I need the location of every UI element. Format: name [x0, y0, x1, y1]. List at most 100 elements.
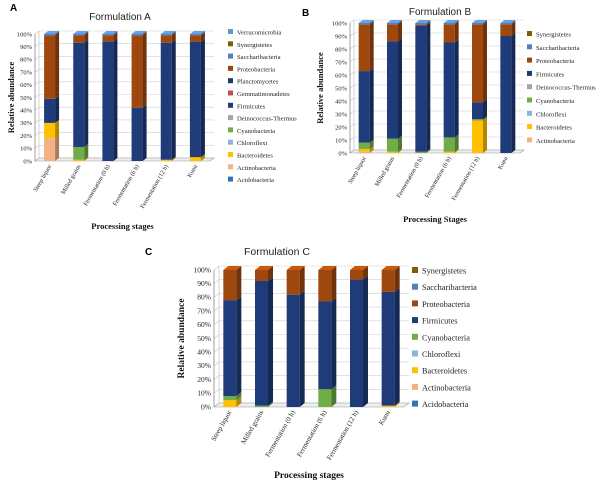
bar-side: [113, 38, 118, 162]
bar-segment: [443, 151, 455, 153]
x-tick-label: Fermentation (0 h): [264, 408, 298, 458]
legend-swatch: [228, 90, 233, 96]
bar-side: [369, 146, 374, 152]
bar-segment: [73, 35, 85, 43]
legend-label: Proteobacteria: [237, 66, 275, 73]
legend-label: Saccharibacteria: [536, 45, 580, 52]
x-tick-label: Fermentation (12 h): [139, 164, 170, 210]
legend-swatch: [527, 137, 532, 143]
legend-swatch: [228, 65, 233, 71]
bar-side: [55, 119, 60, 139]
bar-side: [55, 32, 60, 99]
gridline-depth: [34, 94, 40, 98]
panel-label: B: [302, 8, 309, 19]
bar-segment: [286, 294, 300, 407]
bar-segment: [102, 35, 114, 42]
gridline-depth: [213, 320, 220, 326]
bar-side: [426, 148, 431, 153]
bar-top: [381, 266, 400, 270]
bar-segment: [387, 41, 398, 139]
bar-top: [318, 266, 337, 270]
bar-side: [511, 33, 516, 153]
bar-top: [131, 31, 147, 34]
bar-side: [426, 22, 431, 152]
bar-side: [394, 287, 400, 406]
gridline-depth: [349, 110, 355, 115]
bar-segment: [443, 23, 455, 25]
bar-segment: [381, 405, 395, 407]
legend-swatch: [527, 44, 532, 50]
bar-segment: [318, 301, 332, 390]
panel-label: A: [10, 3, 17, 14]
bar-segment: [387, 151, 398, 153]
x-tick-label: Fermentation (6 h): [424, 156, 453, 200]
x-tick-label: Milled grains: [60, 163, 83, 196]
gridline-depth: [213, 334, 220, 339]
y-tick-label: 40%: [197, 348, 211, 357]
bar-side: [369, 20, 374, 25]
y-tick-label: 90%: [335, 33, 348, 40]
bar-side: [113, 32, 118, 42]
bar-side: [454, 39, 459, 138]
legend-label: Gemmatimonadetes: [237, 91, 290, 98]
bar-side: [511, 21, 516, 36]
y-tick-label: 10%: [20, 146, 33, 153]
bar-side: [55, 31, 60, 36]
bar-side: [200, 154, 205, 161]
bar-side: [299, 290, 305, 407]
y-tick-label: 0%: [338, 150, 347, 157]
legend-swatch: [228, 139, 233, 145]
legend-swatch: [228, 176, 233, 182]
legend-label: Firmicutes: [536, 71, 565, 78]
chart-panel-b: B Formulation B 0% 10% 20% 30% 40% 50% 60% 70% 80%…: [302, 7, 596, 224]
bar-segment: [415, 25, 427, 152]
bar-segment: [500, 24, 512, 36]
legend-swatch: [412, 350, 418, 357]
bar-side: [483, 117, 487, 153]
legend-label: Verrucomicrobia: [237, 30, 281, 37]
bar-segment: [223, 396, 237, 401]
bar-side: [331, 266, 337, 302]
bar-segment: [102, 41, 114, 162]
y-tick-label: 100%: [332, 20, 348, 27]
bar-side: [363, 266, 368, 280]
legend-label: Cyanobacteria: [536, 98, 574, 105]
gridline-depth: [34, 145, 40, 149]
legend-label: Bacteroidetes: [536, 125, 572, 132]
gridline-depth: [349, 123, 355, 128]
bar-side: [483, 21, 487, 103]
bar-side: [483, 20, 487, 25]
bar-top: [255, 266, 273, 270]
bar-top: [73, 31, 89, 34]
bar-segment: [223, 270, 237, 301]
bar-segment: [73, 147, 85, 160]
legend-swatch: [527, 31, 532, 36]
bar-side: [236, 392, 242, 401]
legend-label: Actinobacteria: [536, 138, 575, 145]
bar-segment: [44, 138, 56, 161]
bar-segment: [73, 159, 85, 161]
gridline-depth: [213, 375, 220, 380]
bar-side: [142, 32, 147, 108]
bar-side: [331, 385, 337, 407]
bar-segment: [131, 107, 143, 161]
legend-swatch: [527, 97, 532, 103]
gridline-depth: [349, 136, 355, 141]
gridline-depth: [34, 43, 40, 47]
legend-swatch: [228, 115, 233, 121]
bar-side: [426, 20, 431, 25]
legend-label: Chloroflexi: [422, 350, 461, 359]
x-tick-label: Steep liquor: [32, 164, 53, 194]
legend-swatch: [228, 102, 233, 108]
legend-label: Proteobacteria: [536, 58, 574, 65]
bar-segment: [255, 405, 268, 407]
bar-segment: [472, 102, 483, 120]
bar-side: [200, 32, 205, 42]
legend-swatch: [412, 283, 418, 290]
bar-side: [331, 297, 337, 390]
bar-side: [369, 68, 374, 143]
bar-segment: [44, 35, 56, 99]
bar-side: [236, 266, 242, 301]
y-tick-label: 90%: [20, 44, 33, 51]
